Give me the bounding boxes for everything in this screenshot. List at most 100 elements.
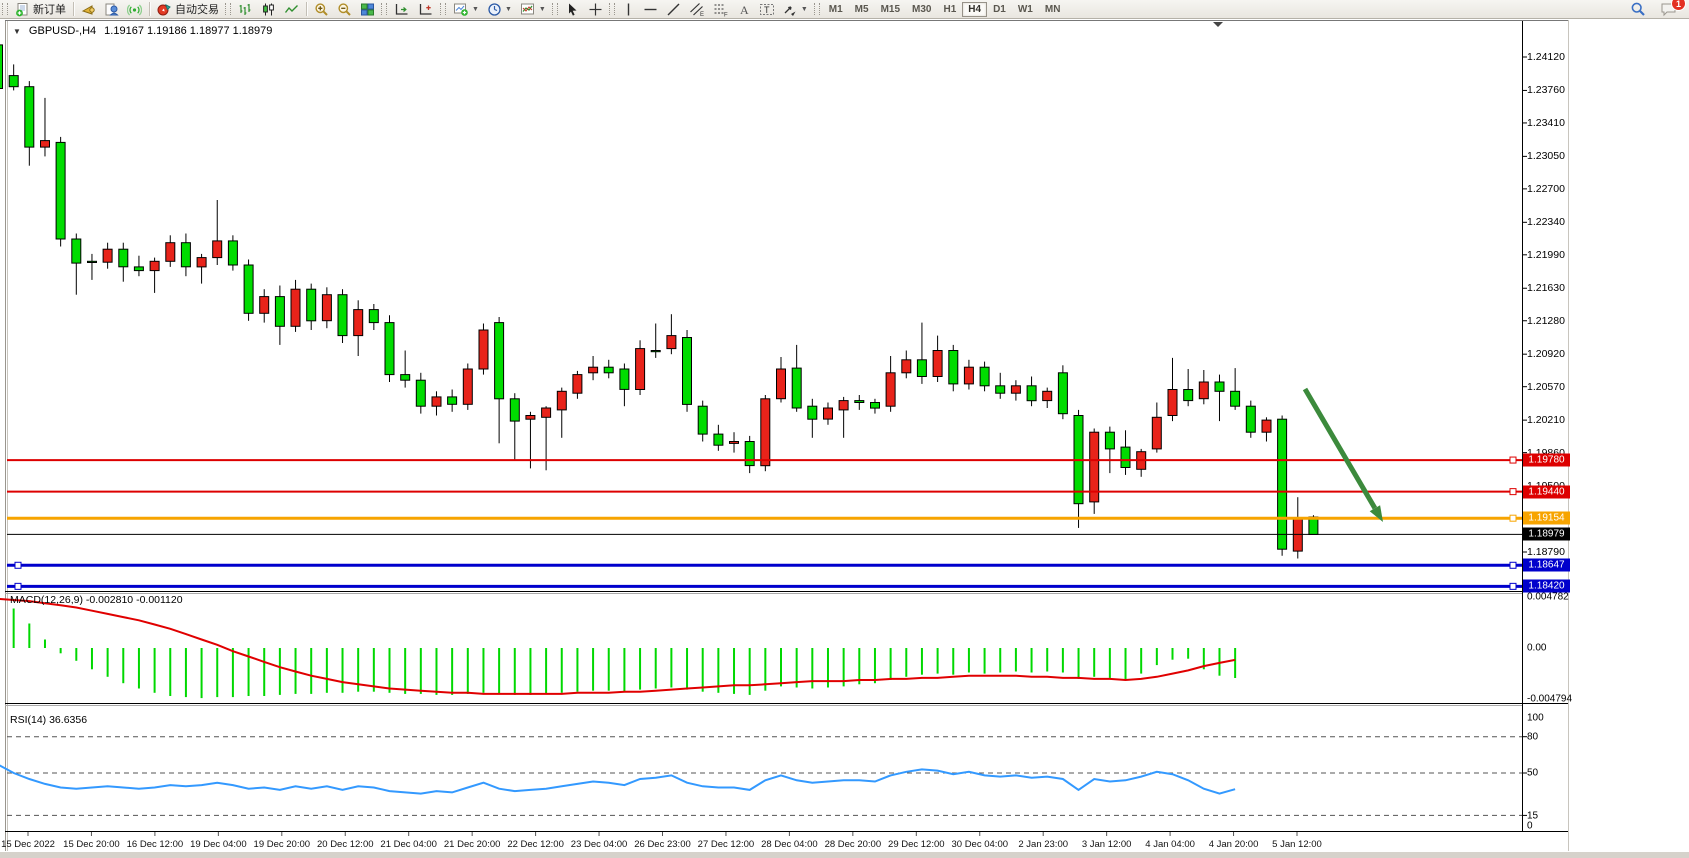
toolbar-separator xyxy=(149,2,150,16)
notifications-button[interactable]: 1 xyxy=(1656,0,1686,18)
new-order-icon xyxy=(15,2,30,17)
timeframe-button-MN[interactable]: MN xyxy=(1044,3,1061,15)
toolbar-grip[interactable] xyxy=(2,3,8,15)
tile-windows-icon xyxy=(360,2,375,17)
bar-chart-button[interactable] xyxy=(234,0,257,18)
notification-badge: 1 xyxy=(1671,0,1686,11)
hline-handle[interactable] xyxy=(1509,514,1517,522)
channel-button[interactable]: E xyxy=(685,0,709,18)
line-chart-button[interactable] xyxy=(280,0,303,18)
new-chart-button[interactable]: ▼ xyxy=(449,0,483,18)
auto-trading-button[interactable]: 自动交易 xyxy=(153,0,223,18)
window-bottom-edge xyxy=(0,852,1689,858)
hline-handle[interactable] xyxy=(1509,456,1517,464)
hline-handle[interactable] xyxy=(1509,488,1517,496)
zoom-out-icon xyxy=(337,2,352,17)
horizontal-line-icon xyxy=(643,2,658,17)
timeframe-button-M5[interactable]: M5 xyxy=(854,3,869,15)
timeframe-button-M1[interactable]: M1 xyxy=(828,3,843,15)
toolbar-grip[interactable] xyxy=(813,3,820,15)
crosshair-icon xyxy=(588,2,603,17)
search-icon xyxy=(1630,1,1646,17)
zoom-out-button[interactable] xyxy=(333,0,356,18)
equidistant-channel-icon: E xyxy=(689,2,705,17)
timeframe-button-M30[interactable]: M30 xyxy=(912,3,932,15)
signal-button[interactable] xyxy=(123,0,146,18)
dropdown-caret-icon: ▼ xyxy=(538,5,546,13)
toolbar-group-trade: 新订单 自动交易 xyxy=(0,0,223,18)
text-label-icon: T xyxy=(759,2,775,17)
template-dropdown-button[interactable]: ▼ xyxy=(516,0,550,18)
toolbar-group-scroll xyxy=(379,0,438,18)
arrows-dropdown-button[interactable]: ▼ xyxy=(779,0,812,18)
timeframe-button-M15[interactable]: M15 xyxy=(880,3,901,15)
macd-signal-line xyxy=(0,598,1236,695)
gold-horn-icon xyxy=(81,2,96,17)
toolbar-separator xyxy=(73,2,74,16)
svg-text:F: F xyxy=(724,12,728,17)
toolbar-grip[interactable] xyxy=(608,3,615,15)
toolbar-group-cursor xyxy=(550,0,607,18)
vertical-line-icon xyxy=(622,2,635,17)
candlestick-chart-button[interactable] xyxy=(257,0,280,18)
chart-shift-icon xyxy=(418,2,434,17)
clock-icon xyxy=(487,2,502,17)
signal-icon xyxy=(127,2,142,17)
toolbar: 新订单 自动交易 xyxy=(0,0,1689,19)
bar-chart-icon xyxy=(238,2,253,17)
auto-trading-icon xyxy=(157,2,172,17)
auto-scroll-button[interactable] xyxy=(390,0,414,18)
toolbar-group-windows: ▼ ▼ ▼ xyxy=(438,0,550,18)
dropdown-caret-icon: ▼ xyxy=(504,5,512,13)
toolbar-group-timeframes: M1 M5 M15 M30 H1 H4 D1 W1 MN xyxy=(812,0,1067,18)
chart-shift-marker xyxy=(1213,22,1223,27)
profile-icon xyxy=(104,2,119,17)
search-button[interactable] xyxy=(1626,0,1650,18)
zoom-in-button[interactable] xyxy=(310,0,333,18)
market-depth-button[interactable] xyxy=(77,0,100,18)
chart-shift-button[interactable] xyxy=(414,0,438,18)
text-label-button[interactable]: T xyxy=(755,0,779,18)
trend-arrow-head xyxy=(1369,505,1383,522)
vertical-line-button[interactable] xyxy=(618,0,639,18)
trendline-icon xyxy=(666,2,681,17)
timeframe-button-D1[interactable]: D1 xyxy=(993,3,1006,15)
toolbar-grip[interactable] xyxy=(381,3,387,15)
cursor-button[interactable] xyxy=(561,0,584,18)
toolbar-grip[interactable] xyxy=(225,3,231,15)
toolbar-grip[interactable] xyxy=(551,3,558,15)
new-order-button[interactable]: 新订单 xyxy=(11,0,70,18)
template-icon xyxy=(520,2,536,17)
toolbar-group-chart-type xyxy=(223,0,379,18)
hline-handle[interactable] xyxy=(1509,561,1517,569)
timeframe-dropdown-button[interactable]: ▼ xyxy=(483,0,516,18)
hline-handle[interactable] xyxy=(14,582,22,590)
svg-text:E: E xyxy=(700,12,704,17)
new-chart-icon xyxy=(453,2,469,17)
timeframe-button-H4[interactable]: H4 xyxy=(962,1,988,17)
crosshair-button[interactable] xyxy=(584,0,607,18)
timeframe-button-H1[interactable]: H1 xyxy=(943,3,957,15)
hline-handle[interactable] xyxy=(14,561,22,569)
fibonacci-button[interactable]: F xyxy=(709,0,733,18)
text-button[interactable]: A xyxy=(733,0,755,18)
timeframe-button-W1[interactable]: W1 xyxy=(1017,3,1033,15)
profile-button[interactable] xyxy=(100,0,123,18)
hline-handle[interactable] xyxy=(1509,582,1517,590)
trendline-button[interactable] xyxy=(662,0,685,18)
dropdown-caret-icon: ▼ xyxy=(472,5,479,13)
dropdown-caret-icon: ▼ xyxy=(800,5,808,13)
rsi-line xyxy=(0,764,1236,795)
candlestick-chart-icon xyxy=(261,2,276,17)
zoom-in-icon xyxy=(314,2,329,17)
line-chart-icon xyxy=(284,2,299,17)
text-icon: A xyxy=(737,2,751,17)
auto-trading-label: 自动交易 xyxy=(175,4,219,16)
candlesticks xyxy=(0,44,1319,559)
tile-windows-button[interactable] xyxy=(356,0,379,18)
new-order-label: 新订单 xyxy=(33,4,66,16)
toolbar-grip[interactable] xyxy=(440,3,446,15)
horizontal-line-button[interactable] xyxy=(639,0,662,18)
